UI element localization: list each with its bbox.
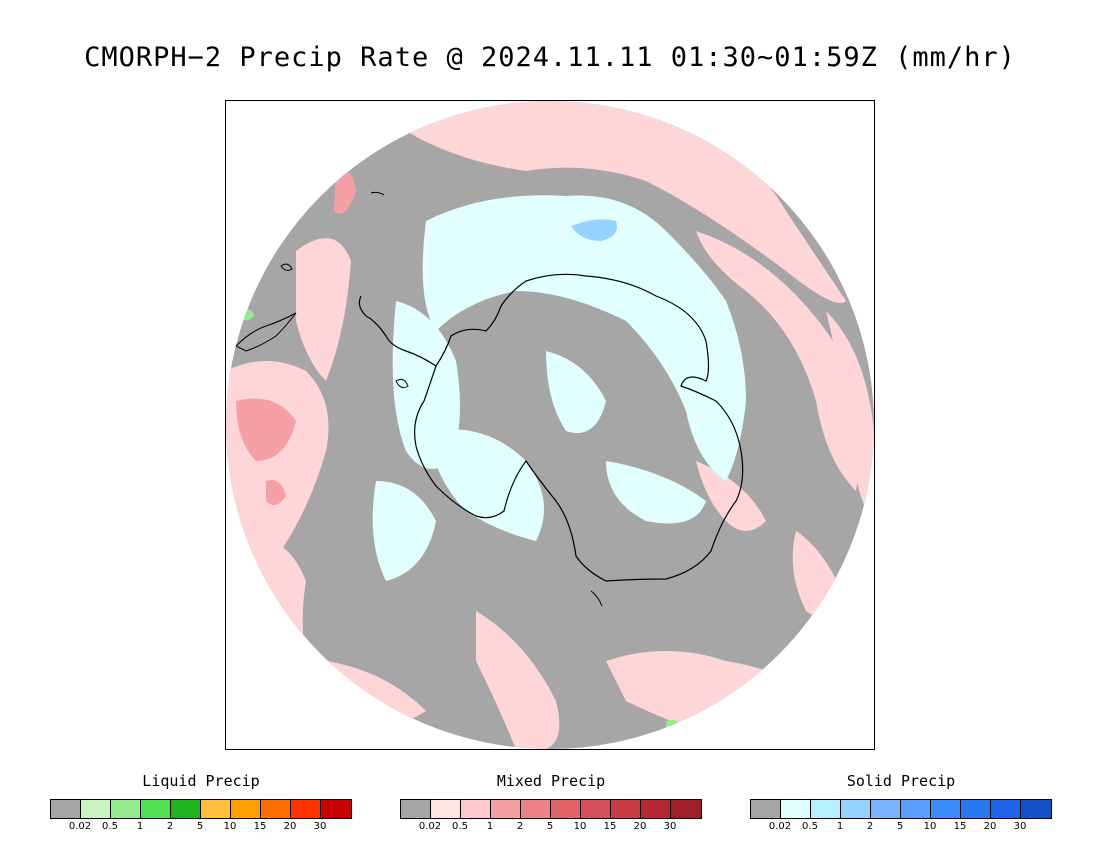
legend-swatch xyxy=(81,800,111,818)
legend-tick-label: 0.02 xyxy=(768,821,792,832)
legend-swatch xyxy=(931,800,961,818)
legend-swatch xyxy=(261,800,291,818)
legend-tick-label: 15 xyxy=(603,821,617,832)
map-panel xyxy=(225,100,875,750)
legend-swatch xyxy=(321,800,351,818)
legend-mixed: Mixed Precip 0.02 0.5 1 2 5 10 15 20 30 xyxy=(400,772,702,835)
legend-swatch xyxy=(521,800,551,818)
legend-title: Mixed Precip xyxy=(496,772,606,790)
legend-swatch xyxy=(811,800,841,818)
legend-colorbar xyxy=(50,799,352,819)
mixed-precip-heavy xyxy=(236,168,356,505)
solid-precip-areas xyxy=(372,195,746,581)
legend-swatch xyxy=(1021,800,1051,818)
antarctica-coastline xyxy=(414,273,744,582)
legend-swatch xyxy=(611,800,641,818)
legend-swatch xyxy=(51,800,81,818)
legend-swatch xyxy=(141,800,171,818)
legend-tick-label: 0.5 xyxy=(802,821,818,832)
legend-tick-label: 10 xyxy=(223,821,237,832)
legend-tick-label: 0.5 xyxy=(452,821,468,832)
legend-swatch xyxy=(991,800,1021,818)
polar-map xyxy=(226,101,874,749)
legend-tick-labels: 0.02 0.5 1 2 5 10 15 20 30 xyxy=(400,821,702,835)
legend-solid: Solid Precip 0.02 0.5 1 2 5 10 15 20 30 xyxy=(750,772,1052,835)
legend-tick-label: 30 xyxy=(1013,821,1027,832)
legend-swatch xyxy=(231,800,261,818)
legend-tick-label: 15 xyxy=(253,821,267,832)
legend-tick-label: 20 xyxy=(983,821,997,832)
legend-liquid: Liquid Precip 0.02 0.5 1 2 5 10 15 20 30 xyxy=(50,772,352,835)
legend-swatch xyxy=(291,800,321,818)
legend-swatch xyxy=(871,800,901,818)
legend-tick-label: 10 xyxy=(923,821,937,832)
legend-tick-label: 10 xyxy=(573,821,587,832)
legend-tick-label: 5 xyxy=(896,821,904,832)
legend-tick-label: 1 xyxy=(136,821,144,832)
legend-tick-label: 20 xyxy=(283,821,297,832)
solid-precip-moderate xyxy=(571,219,617,241)
legend-swatch xyxy=(201,800,231,818)
legend-tick-labels: 0.02 0.5 1 2 5 10 15 20 30 xyxy=(750,821,1052,835)
legend-tick-label: 2 xyxy=(516,821,524,832)
legend-tick-label: 30 xyxy=(663,821,677,832)
legend-tick-label: 1 xyxy=(486,821,494,832)
legend-tick-label: 1 xyxy=(836,821,844,832)
legend-tick-label: 0.02 xyxy=(418,821,442,832)
legend-tick-label: 2 xyxy=(166,821,174,832)
legend-swatch xyxy=(961,800,991,818)
legend-tick-label: 30 xyxy=(313,821,327,832)
legend-tick-label: 15 xyxy=(953,821,967,832)
antarctic-peninsula xyxy=(358,295,437,367)
legend-swatch xyxy=(551,800,581,818)
islands xyxy=(280,191,603,607)
map-disc xyxy=(226,101,874,749)
legend-title: Liquid Precip xyxy=(142,772,260,790)
legend-swatch xyxy=(671,800,701,818)
chart-title: CMORPH−2 Precip Rate @ 2024.11.11 01:30~… xyxy=(84,42,1016,73)
legend-swatch xyxy=(751,800,781,818)
legend-swatch xyxy=(111,800,141,818)
legend-swatch xyxy=(171,800,201,818)
legend-swatch xyxy=(641,800,671,818)
legend-tick-label: 0.5 xyxy=(102,821,118,832)
legend-tick-label: 20 xyxy=(633,821,647,832)
legend-tick-label: 5 xyxy=(196,821,204,832)
legend-swatch xyxy=(901,800,931,818)
legend-swatch xyxy=(781,800,811,818)
legend-tick-label: 2 xyxy=(866,821,874,832)
legend-swatch xyxy=(491,800,521,818)
legend-swatch xyxy=(401,800,431,818)
legend-tick-label: 0.02 xyxy=(68,821,92,832)
legend-swatch xyxy=(431,800,461,818)
legend-tick-labels: 0.02 0.5 1 2 5 10 15 20 30 xyxy=(50,821,352,835)
legend-colorbar xyxy=(400,799,702,819)
legend-title: Solid Precip xyxy=(846,772,956,790)
legend-colorbar xyxy=(750,799,1052,819)
legend-swatch xyxy=(581,800,611,818)
legend-swatch xyxy=(461,800,491,818)
legend-swatch xyxy=(841,800,871,818)
legend-tick-label: 5 xyxy=(546,821,554,832)
south-america-coastline xyxy=(235,312,297,352)
